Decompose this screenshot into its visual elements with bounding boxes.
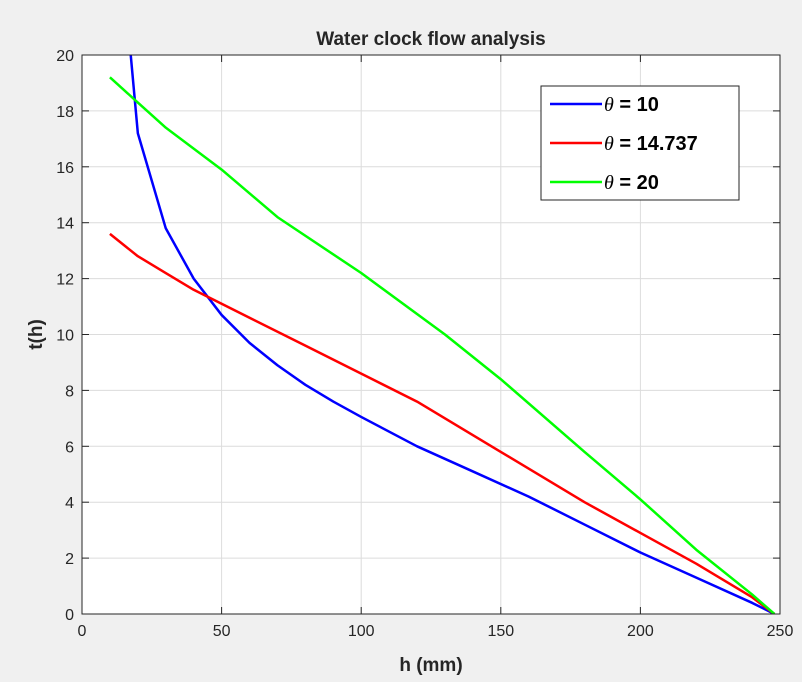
y-tick-label: 2: [65, 551, 74, 568]
y-axis-label: t(h): [26, 319, 47, 350]
series-line-3: [109, 76, 776, 614]
x-tick-label: 200: [627, 623, 654, 640]
y-tick-label: 16: [56, 160, 74, 177]
legend-label-2: θ = 14.737: [604, 133, 698, 155]
series-layer: [109, 55, 776, 614]
y-axis-ticks: 0 2 4 6 8 10 12 14 16 18 20: [56, 48, 780, 624]
series-line-1: [129, 55, 775, 614]
x-tick-label: 0: [78, 623, 87, 640]
x-axis-label: h (mm): [399, 655, 462, 676]
legend-symbol: θ: [604, 133, 614, 155]
y-tick-label: 6: [65, 439, 74, 456]
series-line-2: [109, 232, 776, 614]
y-tick-label: 18: [56, 104, 74, 121]
x-tick-label: 250: [767, 623, 794, 640]
y-tick-label: 12: [56, 272, 74, 289]
legend-value: = 10: [614, 94, 659, 116]
x-tick-label: 100: [348, 623, 375, 640]
y-tick-label: 0: [65, 607, 74, 624]
y-tick-label: 20: [56, 48, 74, 65]
y-tick-label: 8: [65, 383, 74, 400]
x-axis-ticks: 0 50 100 150 200 250: [78, 55, 794, 640]
x-tick-label: 150: [487, 623, 514, 640]
y-tick-label: 10: [56, 328, 74, 345]
legend-label-3: θ = 20: [604, 172, 659, 194]
y-tick-label: 14: [56, 216, 74, 233]
chart-title: Water clock flow analysis: [316, 29, 546, 50]
legend-label-1: θ = 10: [604, 94, 659, 116]
x-tick-label: 50: [213, 623, 231, 640]
y-tick-label: 4: [65, 495, 74, 512]
legend-value: = 20: [614, 172, 659, 194]
legend-symbol: θ: [604, 172, 614, 194]
legend-symbol: θ: [604, 94, 614, 116]
legend-value: = 14.737: [614, 133, 698, 155]
